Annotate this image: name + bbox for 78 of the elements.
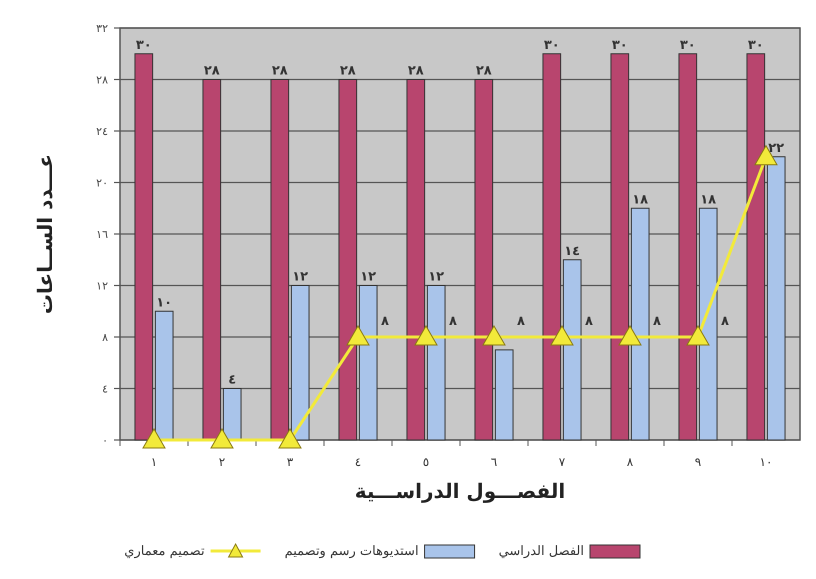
data-label: ٣٠ [680,38,696,53]
data-label: ٤ [228,372,236,388]
data-label: ٨ [653,314,661,329]
x-tick-label: ٩ [694,455,702,469]
x-tick-label: ٥ [422,455,430,469]
data-label: ٢٨ [476,64,492,78]
y-tick-label: ٤ [102,382,108,396]
bar [134,53,154,440]
bar [222,388,242,440]
data-label: ٢٨ [272,64,288,78]
point [686,326,710,346]
bar [698,208,718,440]
data-label: ٢٨ [204,64,220,78]
bar [630,208,650,440]
y-tick-label: ١٦ [96,228,108,241]
point [550,326,574,346]
x-tick-label: ٣ [286,455,294,469]
bar [358,285,378,440]
y-tick-label: ١٢ [96,280,108,292]
point [482,326,506,346]
legend-label: الفصل الدراسي [498,544,584,559]
data-label: ٢٨ [408,64,424,78]
x-tick-label: ١٠ [760,455,772,469]
x-axis-title: الفصـــول الدراســـية [354,479,566,503]
y-tick-label: ٢٠ [96,176,108,190]
bar [610,53,630,440]
data-label: ١٤ [564,244,580,259]
data-label: ١٠ [156,295,172,310]
point [414,326,438,346]
bar [270,79,290,440]
data-label: ٣٠ [544,38,560,53]
y-tick-label: ٢٨ [96,74,108,86]
bar [746,53,766,440]
y-tick-label: ٣٢ [96,22,108,35]
y-tick-label: ٠ [102,434,108,447]
bar [494,349,514,440]
data-label: ٨ [585,314,593,329]
bar [426,285,446,440]
data-label: ٨ [381,314,389,329]
bar [202,79,222,440]
y-tick-label: ٨ [102,331,108,344]
point [142,428,166,448]
data-label: ٣٠ [748,38,764,53]
x-tick-label: ٦ [490,455,498,469]
bar [542,53,562,440]
data-label: ١٢ [428,270,444,284]
bar [562,259,582,440]
point [346,326,370,346]
x-tick-label: ٧ [558,455,566,469]
bar [766,156,786,440]
data-label: ٢٢ [768,140,784,156]
legend-label: استديوهات رسم وتصميم [284,544,419,559]
bar [406,79,426,440]
x-tick-label: ٤ [354,455,362,469]
x-tick-label: ٢ [218,455,226,469]
data-label: ١٨ [632,192,648,208]
point [278,428,302,448]
point [618,326,642,346]
data-label: ١٨ [700,192,716,208]
legend-label: تصميم معماري [124,544,205,559]
data-label: ٨ [517,314,525,329]
data-label: ٣٠ [136,38,152,53]
bar [678,53,698,440]
x-tick-label: ١ [150,455,158,469]
y-axis-title: عـــدد الســاعات [33,154,57,314]
data-label: ١٢ [292,270,308,284]
bar [338,79,358,440]
point [210,428,234,448]
data-label: ٨ [449,314,457,329]
x-tick-label: ٨ [626,455,634,469]
bar [474,79,494,440]
data-label: ٨ [721,314,729,329]
data-label: ٣٠ [612,38,628,53]
bar [290,285,310,440]
data-label: ١٢ [360,270,376,284]
bar [154,310,174,440]
y-tick-label: ٢٤ [96,125,108,138]
data-label: ٢٨ [340,64,356,78]
